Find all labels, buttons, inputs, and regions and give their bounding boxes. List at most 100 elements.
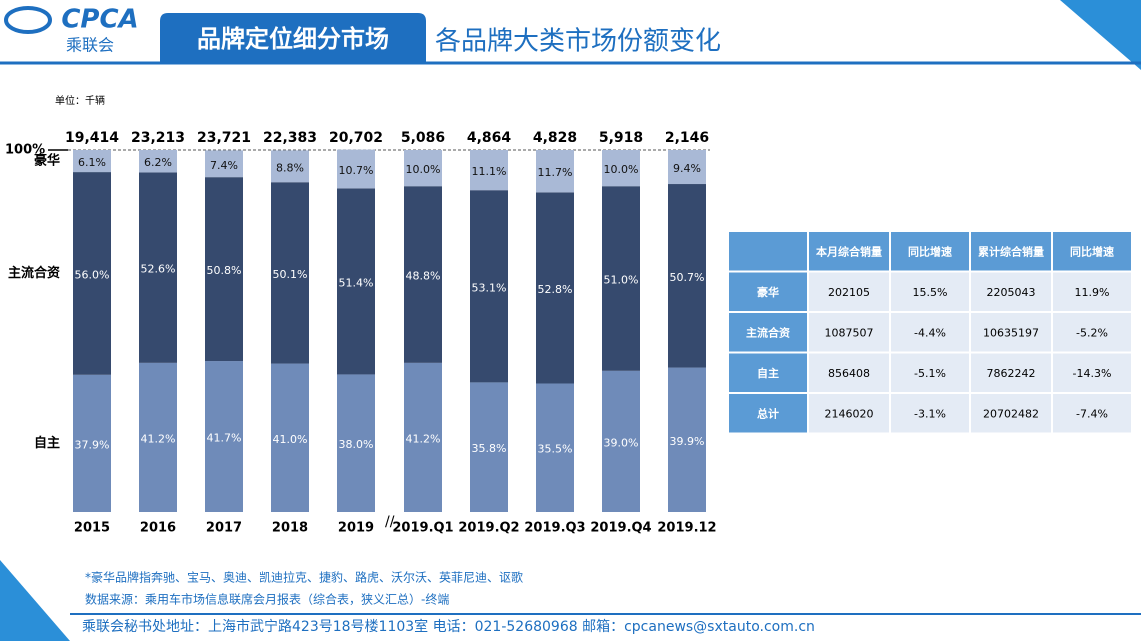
table-text: 累计综合销量 — [978, 244, 1044, 258]
table-text: 主流合资 — [746, 325, 790, 339]
table-text: 总计 — [757, 406, 779, 420]
table-text: 7862242 — [987, 367, 1036, 380]
table-header-cell — [727, 392, 809, 435]
bar-segment — [73, 150, 111, 173]
bar-segment — [73, 172, 111, 375]
value-label: 50.1% — [273, 268, 308, 281]
bar-segment — [139, 362, 177, 512]
bar-segment — [337, 149, 375, 189]
value-label: 10.0% — [604, 163, 639, 176]
logo: CPCA — [61, 5, 138, 35]
bar-segment — [536, 150, 574, 193]
value-label: 9.4% — [673, 162, 701, 175]
total-label: 22,383 — [263, 130, 317, 146]
total-label: 23,721 — [197, 130, 251, 146]
table-cell — [889, 270, 971, 313]
corner-deco — [1060, 0, 1141, 70]
bar-segment — [73, 374, 111, 512]
table-header-cell — [969, 230, 1053, 273]
bar-segment — [139, 172, 177, 363]
total-label: 19,414 — [65, 130, 119, 146]
x-tick-label: 2015 — [74, 521, 110, 536]
section-title: 品牌定位细分市场 — [197, 25, 389, 53]
x-tick-label: 2016 — [140, 521, 176, 536]
bar-segment — [602, 150, 640, 187]
unit: 单位：千辆 — [55, 94, 105, 107]
value-label: 51.4% — [339, 276, 374, 289]
table-text: -4.4% — [914, 326, 946, 339]
bar-segment — [404, 186, 442, 363]
table-text: 202105 — [828, 286, 870, 299]
value-label: 7.4% — [210, 159, 238, 172]
value-label: 48.8% — [406, 270, 441, 283]
table-header-cell — [727, 230, 809, 273]
bar-segment — [668, 367, 706, 512]
value-label: 50.7% — [670, 271, 705, 284]
series-label: 豪华 — [34, 153, 60, 169]
total-label: 4,864 — [467, 130, 512, 146]
x-tick-label: 2019.Q1 — [392, 521, 453, 536]
total-label: 5,918 — [599, 130, 643, 146]
table-text: 11.9% — [1075, 286, 1110, 299]
x-tick-label: 2019.Q4 — [590, 521, 651, 536]
table-text: 1087507 — [825, 326, 874, 339]
value-label: 56.0% — [75, 268, 110, 281]
table-text: 本月综合销量 — [816, 244, 882, 258]
bar-segment — [205, 177, 243, 362]
value-label: 41.2% — [141, 432, 176, 445]
value-label: 41.7% — [207, 432, 242, 445]
table-cell — [1051, 351, 1133, 394]
bar-segment — [271, 150, 309, 183]
table-cell — [807, 392, 891, 435]
value-label: 39.0% — [604, 436, 639, 449]
bar-segment — [271, 182, 309, 364]
bar-segment — [602, 186, 640, 371]
logo-mark — [4, 6, 52, 34]
value-label: 35.5% — [538, 443, 573, 456]
value-label: 11.7% — [538, 166, 573, 179]
value-label: 6.2% — [144, 156, 172, 169]
bar-segment — [470, 150, 508, 191]
value-label: 10.7% — [339, 164, 374, 177]
table-text: 2146020 — [825, 407, 874, 420]
series-label: 主流合资 — [8, 265, 60, 281]
bar-segment — [602, 370, 640, 512]
table-text: 856408 — [828, 367, 870, 380]
bar-segment — [205, 361, 243, 512]
table-text: -5.2% — [1076, 326, 1108, 339]
table-text: 15.5% — [913, 286, 948, 299]
source: 数据来源：乘用车市场信息联席会月报表（综合表，狭义汇总）-终端 — [85, 592, 449, 607]
bar-segment — [536, 383, 574, 512]
value-label: 38.0% — [339, 438, 374, 451]
corner-deco — [0, 560, 70, 641]
value-label: 53.1% — [472, 281, 507, 294]
page-title: 各品牌大类市场份额变化 — [435, 27, 721, 57]
value-label: 52.6% — [141, 263, 176, 276]
value-label: 35.8% — [472, 442, 507, 455]
bar-segment — [337, 188, 375, 375]
bar-segment — [536, 192, 574, 384]
y-tick-label: 100% — [5, 143, 45, 158]
bar-segment — [337, 374, 375, 512]
table-text: -5.1% — [914, 367, 946, 380]
table-cell — [969, 392, 1053, 435]
value-label: 51.0% — [604, 274, 639, 287]
value-label: 41.0% — [273, 433, 308, 446]
table-cell — [889, 392, 971, 435]
value-label: 37.9% — [75, 438, 110, 451]
bar-segment — [668, 150, 706, 185]
table-text: 2205043 — [987, 286, 1036, 299]
table-cell — [1051, 311, 1133, 354]
bar-segment — [470, 382, 508, 512]
value-label: 10.0% — [406, 163, 441, 176]
value-label: 41.2% — [406, 432, 441, 445]
table-cell — [1051, 392, 1133, 435]
table-text: 10635197 — [983, 326, 1039, 339]
table-text: 同比增速 — [1070, 244, 1114, 258]
value-label: 8.8% — [276, 161, 304, 174]
table-cell — [807, 351, 891, 394]
footer: 乘联会秘书处地址：上海市武宁路423号18号楼1103室 电话：021-5268… — [82, 618, 815, 635]
bar-segment — [404, 150, 442, 187]
table-text: -3.1% — [914, 407, 946, 420]
